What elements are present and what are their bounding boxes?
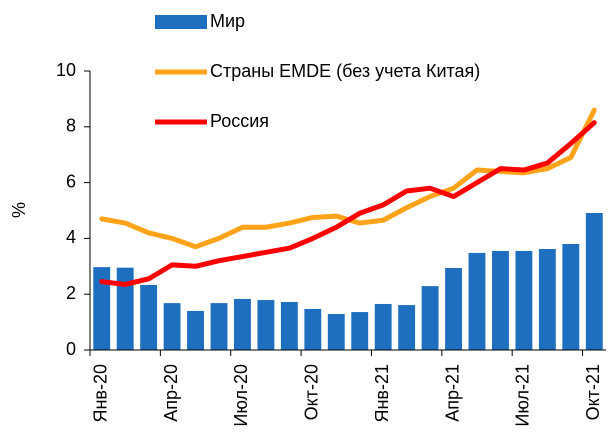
bar	[515, 250, 533, 350]
x-tick-label: Янв-20	[90, 364, 110, 423]
line	[99, 107, 597, 250]
bar	[187, 310, 204, 350]
y-axis-label: %	[9, 202, 29, 218]
x-tick-label: Окт-21	[583, 364, 603, 420]
bar	[304, 308, 322, 350]
bar	[210, 303, 228, 350]
bar	[492, 250, 509, 350]
legend-label: Мир	[210, 11, 245, 31]
y-tick-label: 8	[66, 116, 76, 136]
y-tick-label: 4	[66, 227, 76, 247]
legend-swatch	[155, 15, 207, 29]
x-tick-label: Янв-21	[372, 364, 392, 423]
y-tick-label: 10	[56, 60, 76, 80]
bar	[234, 298, 251, 350]
legend-label: Страны EMDE (без учета Китая)	[210, 61, 480, 81]
y-tick-label: 0	[66, 339, 76, 359]
bar	[374, 303, 392, 350]
y-tick-label: 6	[66, 171, 76, 191]
bar	[398, 305, 416, 350]
legend-label: Россия	[210, 111, 269, 131]
bar	[257, 300, 275, 350]
bar	[585, 213, 603, 350]
x-tick-label: Июл-20	[231, 364, 251, 427]
bar	[163, 303, 181, 350]
bar	[327, 314, 345, 350]
bar	[562, 243, 580, 350]
bar	[445, 267, 462, 350]
x-tick-label: Апр-20	[161, 364, 181, 422]
bar	[468, 252, 486, 350]
y-tick-label: 2	[66, 283, 76, 303]
x-tick-label: Апр-21	[442, 364, 462, 422]
bar	[538, 249, 556, 350]
bar	[140, 284, 158, 350]
bar	[351, 312, 369, 350]
bar	[116, 267, 134, 350]
x-tick-label: Окт-20	[302, 364, 322, 420]
bar	[421, 286, 439, 350]
bar	[93, 267, 111, 350]
bar	[280, 302, 298, 350]
line	[99, 120, 597, 287]
x-tick-label: Июл-21	[513, 364, 533, 427]
